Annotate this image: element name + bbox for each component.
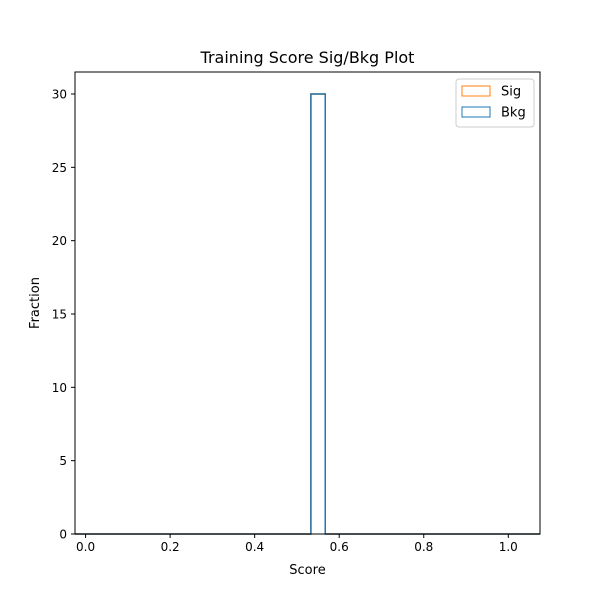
y-tick-label: 10 (52, 381, 67, 395)
y-tick-label: 5 (59, 454, 67, 468)
y-tick-label: 20 (52, 234, 67, 248)
x-tick-label: 0.2 (161, 540, 180, 554)
legend-items: Sig Bkg (461, 85, 526, 121)
x-tick-label: 1.0 (499, 540, 518, 554)
x-axis-ticks: 0.0 0.2 0.4 0.6 0.8 1.0 (76, 534, 518, 554)
y-tick-label: 25 (52, 161, 67, 175)
legend-label-sig: Sig (501, 85, 521, 100)
x-tick-label: 0.6 (330, 540, 349, 554)
x-tick-label: 0.8 (414, 540, 433, 554)
x-tick-label: 0.0 (76, 540, 95, 554)
chart-title: Training Score Sig/Bkg Plot (200, 48, 415, 67)
legend-box (455, 78, 535, 128)
y-tick-label: 30 (52, 88, 67, 102)
y-axis-ticks: 0 5 10 15 20 25 30 (52, 88, 75, 542)
y-tick-label: 15 (52, 308, 67, 322)
plot-frame (74, 71, 541, 535)
legend-label-bkg: Bkg (501, 106, 526, 121)
y-axis-label: Fraction (28, 277, 43, 329)
legend-swatch-bkg (461, 106, 491, 118)
legend: Sig Bkg (455, 78, 535, 128)
y-tick-label: 0 (59, 528, 67, 542)
x-tick-label: 0.4 (245, 540, 264, 554)
x-axis-label: Score (289, 563, 325, 578)
legend-swatch-sig (461, 85, 491, 97)
